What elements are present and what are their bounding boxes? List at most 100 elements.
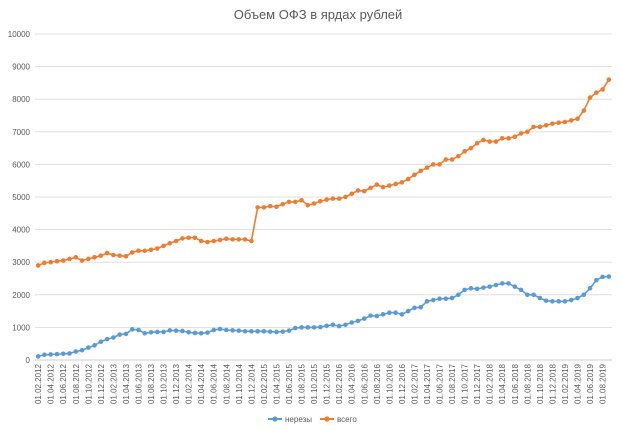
data-point xyxy=(568,118,574,123)
data-point xyxy=(424,165,430,170)
data-point xyxy=(198,330,204,336)
x-tick-label: 01.02.2013 xyxy=(109,363,118,404)
data-point xyxy=(223,327,229,333)
data-point xyxy=(255,205,260,210)
data-point xyxy=(292,199,298,205)
gridlines xyxy=(35,33,612,361)
x-tick-label: 01.08.2012 xyxy=(72,363,81,404)
data-point xyxy=(606,77,612,82)
data-point xyxy=(60,351,66,357)
data-point xyxy=(117,332,122,337)
data-point xyxy=(543,298,549,303)
data-point xyxy=(330,322,336,328)
data-point xyxy=(380,312,386,317)
data-point xyxy=(217,237,223,243)
data-point xyxy=(512,134,518,139)
data-point xyxy=(142,248,148,254)
x-tick-label: 01.08.2015 xyxy=(298,363,307,404)
legend-label-vsego: всего xyxy=(337,415,357,424)
x-tick-label: 01.02.2012 xyxy=(34,363,43,404)
x-tick-label: 01.04.2019 xyxy=(574,363,583,404)
data-point xyxy=(449,157,455,162)
legend-dot-vsego xyxy=(324,416,330,422)
data-point xyxy=(267,203,273,209)
x-tick-label: 01.10.2012 xyxy=(84,363,93,404)
data-point xyxy=(67,351,72,356)
y-tick-label: 2000 xyxy=(12,291,30,300)
x-tick-label: 01.04.2012 xyxy=(47,363,56,404)
data-point xyxy=(405,176,411,182)
data-point xyxy=(430,162,436,167)
y-tick-label: 8000 xyxy=(12,95,30,104)
x-tick-label: 01.10.2014 xyxy=(235,363,244,404)
x-tick-label: 01.06.2014 xyxy=(210,363,219,404)
x-tick-label: 01.02.2018 xyxy=(486,363,495,404)
data-point xyxy=(54,351,60,357)
data-point xyxy=(129,250,135,255)
data-point xyxy=(86,345,91,350)
data-point xyxy=(230,237,235,242)
data-point xyxy=(412,305,417,311)
data-point xyxy=(48,259,53,265)
data-point xyxy=(98,339,104,345)
data-point xyxy=(543,122,549,128)
legend-dot-nerezy xyxy=(272,416,278,422)
data-point xyxy=(261,329,267,334)
legend-label-nerezy: нерезы xyxy=(285,415,312,424)
data-point xyxy=(79,258,85,263)
data-point xyxy=(267,329,273,334)
data-point xyxy=(600,274,605,280)
data-point xyxy=(387,310,392,316)
data-point xyxy=(192,235,198,241)
x-tick-label: 01.04.2013 xyxy=(122,363,131,404)
x-tick-label: 01.12.2013 xyxy=(172,363,181,404)
data-point xyxy=(512,284,518,289)
data-point xyxy=(167,328,173,333)
x-tick-label: 01.06.2015 xyxy=(285,363,294,404)
data-point xyxy=(393,310,398,316)
data-point xyxy=(562,119,568,125)
x-tick-label: 01.04.2016 xyxy=(348,363,357,404)
data-point xyxy=(443,157,449,162)
data-point xyxy=(594,90,599,95)
data-point xyxy=(349,320,355,325)
data-point xyxy=(481,285,486,290)
x-tick-label: 01.06.2012 xyxy=(59,363,68,404)
data-point xyxy=(355,318,361,324)
x-tick-label: 01.08.2018 xyxy=(523,363,532,404)
data-point xyxy=(286,328,292,333)
data-point xyxy=(594,277,599,283)
data-point xyxy=(336,196,342,201)
y-tick-label: 0 xyxy=(26,356,31,365)
y-tick-label: 9000 xyxy=(12,63,30,72)
legend: нерезы всего xyxy=(268,415,357,424)
x-tick-label: 01.12.2015 xyxy=(323,363,332,404)
data-point xyxy=(537,124,543,130)
data-point xyxy=(468,285,474,291)
data-point xyxy=(525,129,530,135)
y-tick-label: 10000 xyxy=(8,30,31,39)
data-point xyxy=(537,295,543,301)
data-point xyxy=(437,162,442,167)
data-point xyxy=(449,295,455,301)
data-point xyxy=(67,256,72,262)
data-point xyxy=(73,349,79,354)
x-tick-label: 01.06.2018 xyxy=(511,363,520,404)
data-point xyxy=(261,205,267,210)
data-point xyxy=(73,255,79,260)
data-point xyxy=(606,274,612,279)
data-point xyxy=(343,322,348,328)
data-point xyxy=(230,328,235,333)
x-tick-label: 01.10.2017 xyxy=(461,363,470,404)
y-tick-label: 4000 xyxy=(12,226,30,235)
data-point xyxy=(443,296,449,302)
data-point xyxy=(148,247,154,253)
data-point xyxy=(35,263,41,268)
data-point xyxy=(148,329,154,335)
data-point xyxy=(255,329,260,334)
data-point xyxy=(186,329,191,335)
data-point xyxy=(487,284,493,289)
data-point xyxy=(468,145,474,151)
data-point xyxy=(92,255,97,260)
data-point xyxy=(324,197,329,202)
